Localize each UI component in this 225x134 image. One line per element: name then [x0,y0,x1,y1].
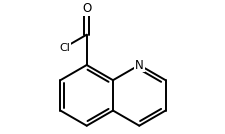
Text: N: N [134,59,143,72]
Text: O: O [82,2,91,15]
Text: Cl: Cl [59,43,70,53]
